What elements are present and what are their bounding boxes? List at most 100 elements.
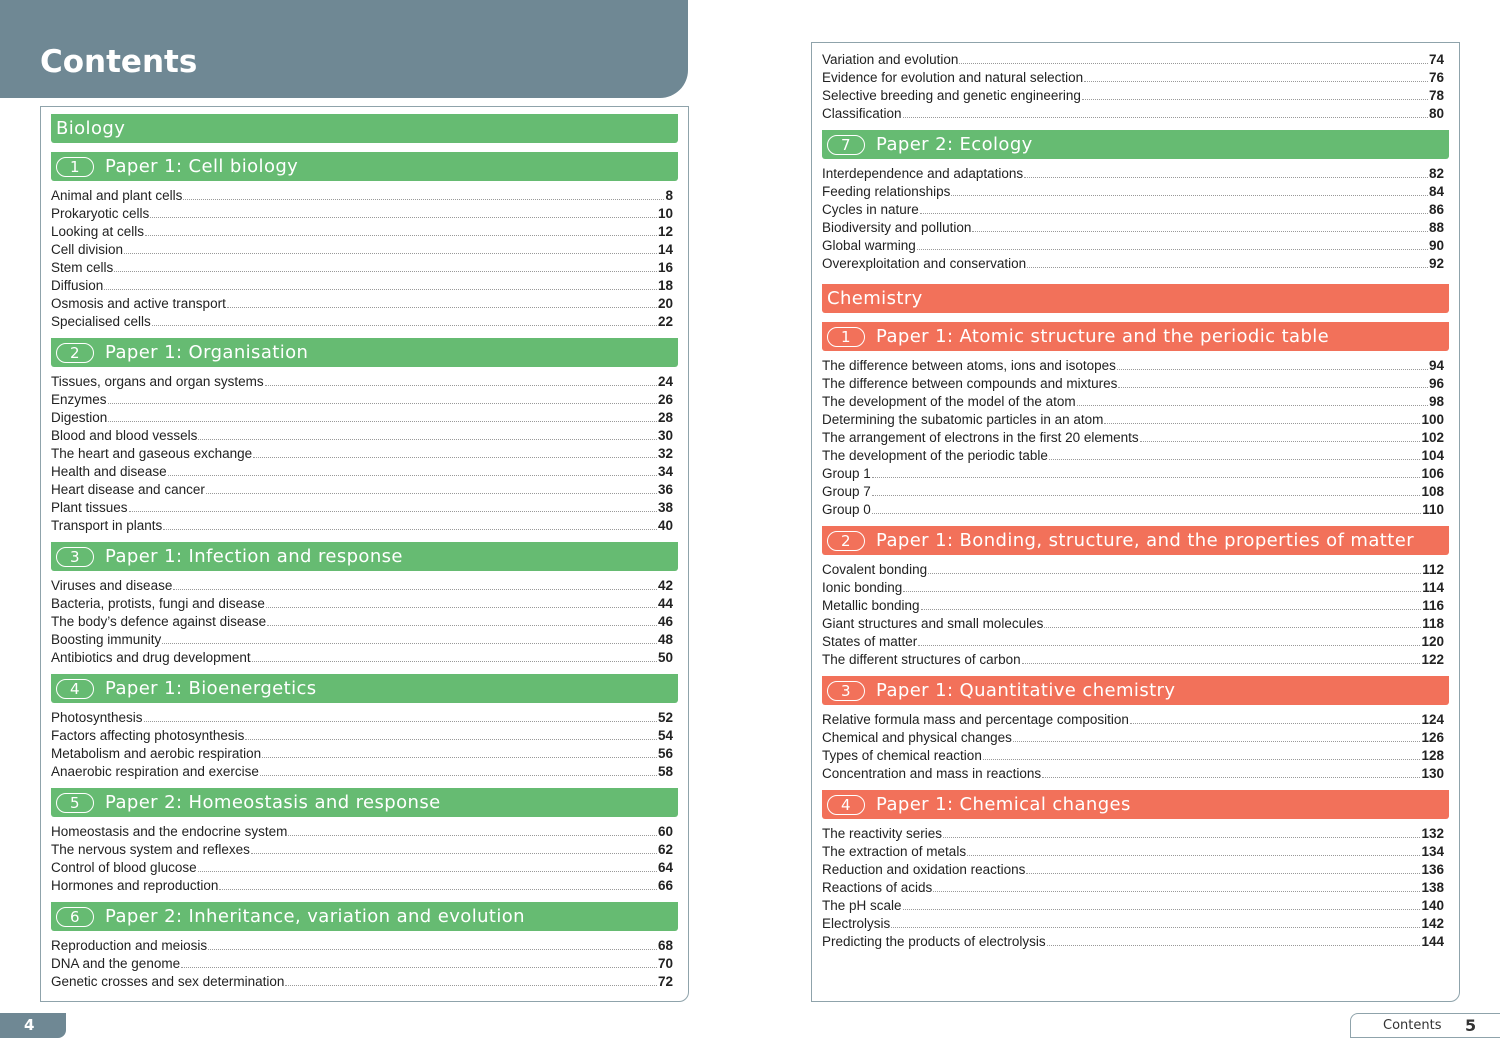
topic: Reduction and oxidation reactions: [822, 862, 1026, 877]
page-ref: 30: [657, 428, 673, 443]
topic: Digestion: [51, 410, 108, 425]
page-ref: 20: [657, 296, 673, 311]
toc-entry: Electrolysis 142: [822, 915, 1449, 933]
topic: Photosynthesis: [51, 710, 143, 725]
topic: Feeding relationships: [822, 184, 951, 199]
toc-entry: Boosting immunity 48: [51, 631, 678, 649]
toc-entry: The arrangement of electrons in the firs…: [822, 429, 1449, 447]
dot-leader: [1129, 711, 1421, 724]
page-ref: 114: [1422, 580, 1444, 595]
toc-entry: Types of chemical reaction 128: [822, 747, 1449, 765]
dot-leader: [262, 745, 657, 758]
dot-leader: [903, 579, 1422, 592]
toc-entry: Factors affecting photosynthesis 54: [51, 727, 678, 745]
dot-leader: [181, 955, 657, 968]
dot-leader: [150, 205, 657, 218]
dot-leader: [107, 391, 657, 404]
topic: The development of the periodic table: [822, 448, 1048, 463]
toc-entry: Cycles in nature 86: [822, 201, 1449, 219]
page-ref: 100: [1421, 412, 1444, 427]
page-ref: 102: [1421, 430, 1444, 445]
paper-number: 3: [56, 546, 94, 567]
dot-leader: [1139, 429, 1421, 442]
topic: Boosting immunity: [51, 632, 162, 647]
dot-leader: [933, 879, 1421, 892]
page-ref: 48: [657, 632, 673, 647]
topic: Reactions of acids: [822, 880, 933, 895]
topic: The difference between compounds and mix…: [822, 376, 1118, 391]
topic: Factors affecting photosynthesis: [51, 728, 245, 743]
dot-leader: [919, 201, 1428, 214]
topic: Animal and plant cells: [51, 188, 183, 203]
topic: The heart and gaseous exchange: [51, 446, 253, 461]
paper-title: Paper 2: Inheritance, variation and evol…: [105, 906, 525, 927]
page-ref: 144: [1421, 934, 1444, 949]
toc-entry: Reproduction and meiosis 68: [51, 937, 678, 955]
dot-leader: [219, 877, 657, 890]
toc-entry: Diffusion 18: [51, 277, 678, 295]
dot-leader: [253, 445, 657, 458]
toc-entry: Transport in plants 40: [51, 517, 678, 535]
page-ref: 52: [657, 710, 673, 725]
dot-leader: [920, 597, 1422, 610]
toc-entry: Health and disease 34: [51, 463, 678, 481]
topic: Variation and evolution: [822, 52, 959, 67]
page-ref: 86: [1428, 202, 1444, 217]
footer: Contents 5: [1350, 1013, 1500, 1038]
toc-entry: DNA and the genome 70: [51, 955, 678, 973]
page-ref: 38: [657, 500, 673, 515]
dot-leader: [197, 859, 657, 872]
dot-leader: [918, 633, 1421, 646]
topic: Metallic bonding: [822, 598, 920, 613]
toc-entry: The reactivity series 132: [822, 825, 1449, 843]
page-ref: 36: [657, 482, 673, 497]
dot-leader: [1021, 651, 1421, 664]
paper-number: 5: [56, 792, 94, 813]
toc-entry: Feeding relationships 84: [822, 183, 1449, 201]
toc-entry: Relative formula mass and percentage com…: [822, 711, 1449, 729]
page-ref: 118: [1422, 616, 1444, 631]
page-ref: 16: [657, 260, 673, 275]
title: Contents: [40, 44, 198, 80]
toc-entry: Specialised cells 22: [51, 313, 678, 331]
topic: Homeostasis and the endocrine system: [51, 824, 288, 839]
dot-leader: [1042, 765, 1421, 778]
paper-heading: 1 Paper 1: Atomic structure and the perio…: [822, 322, 1449, 351]
topic: Group 1: [822, 466, 871, 481]
toc-entry: Control of blood glucose 64: [51, 859, 678, 877]
dot-leader: [871, 501, 1422, 514]
dot-leader: [163, 517, 657, 530]
header-tab: [0, 0, 688, 98]
toc-entry: Looking at cells 12: [51, 223, 678, 241]
toc-entry: Covalent bonding 112: [822, 561, 1449, 579]
dot-leader: [173, 577, 657, 590]
page-ref: 56: [657, 746, 673, 761]
page-number: 5: [1465, 1016, 1477, 1035]
page-ref: 22: [657, 314, 673, 329]
page-ref: 42: [657, 578, 673, 593]
toc-entry: Group 0 110: [822, 501, 1449, 519]
dot-leader: [1046, 933, 1421, 946]
page-ref: 12: [657, 224, 673, 239]
topic: Overexploitation and conservation: [822, 256, 1027, 271]
page-ref: 94: [1428, 358, 1444, 373]
topic: Biodiversity and pollution: [822, 220, 972, 235]
topic: Prokaryotic cells: [51, 206, 150, 221]
page-ref: 26: [657, 392, 673, 407]
topic: The pH scale: [822, 898, 902, 913]
dot-leader: [928, 561, 1422, 574]
topic: Specialised cells: [51, 314, 151, 329]
paper-heading: 7 Paper 2: Ecology: [822, 130, 1449, 159]
topic: Metabolism and aerobic respiration: [51, 746, 262, 761]
toc-entry: Hormones and reproduction 66: [51, 877, 678, 895]
page-ref: 98: [1428, 394, 1444, 409]
paper-title: Paper 1: Bioenergetics: [105, 678, 317, 699]
paper-number: 1: [827, 326, 865, 347]
topic: Electrolysis: [822, 916, 891, 931]
dot-leader: [205, 481, 657, 494]
page-ref: 18: [657, 278, 673, 293]
toc-entry: Animal and plant cells 8: [51, 187, 678, 205]
toc-entry: Chemical and physical changes 126: [822, 729, 1449, 747]
topic: Transport in plants: [51, 518, 163, 533]
running-head: Contents: [1383, 1018, 1442, 1033]
